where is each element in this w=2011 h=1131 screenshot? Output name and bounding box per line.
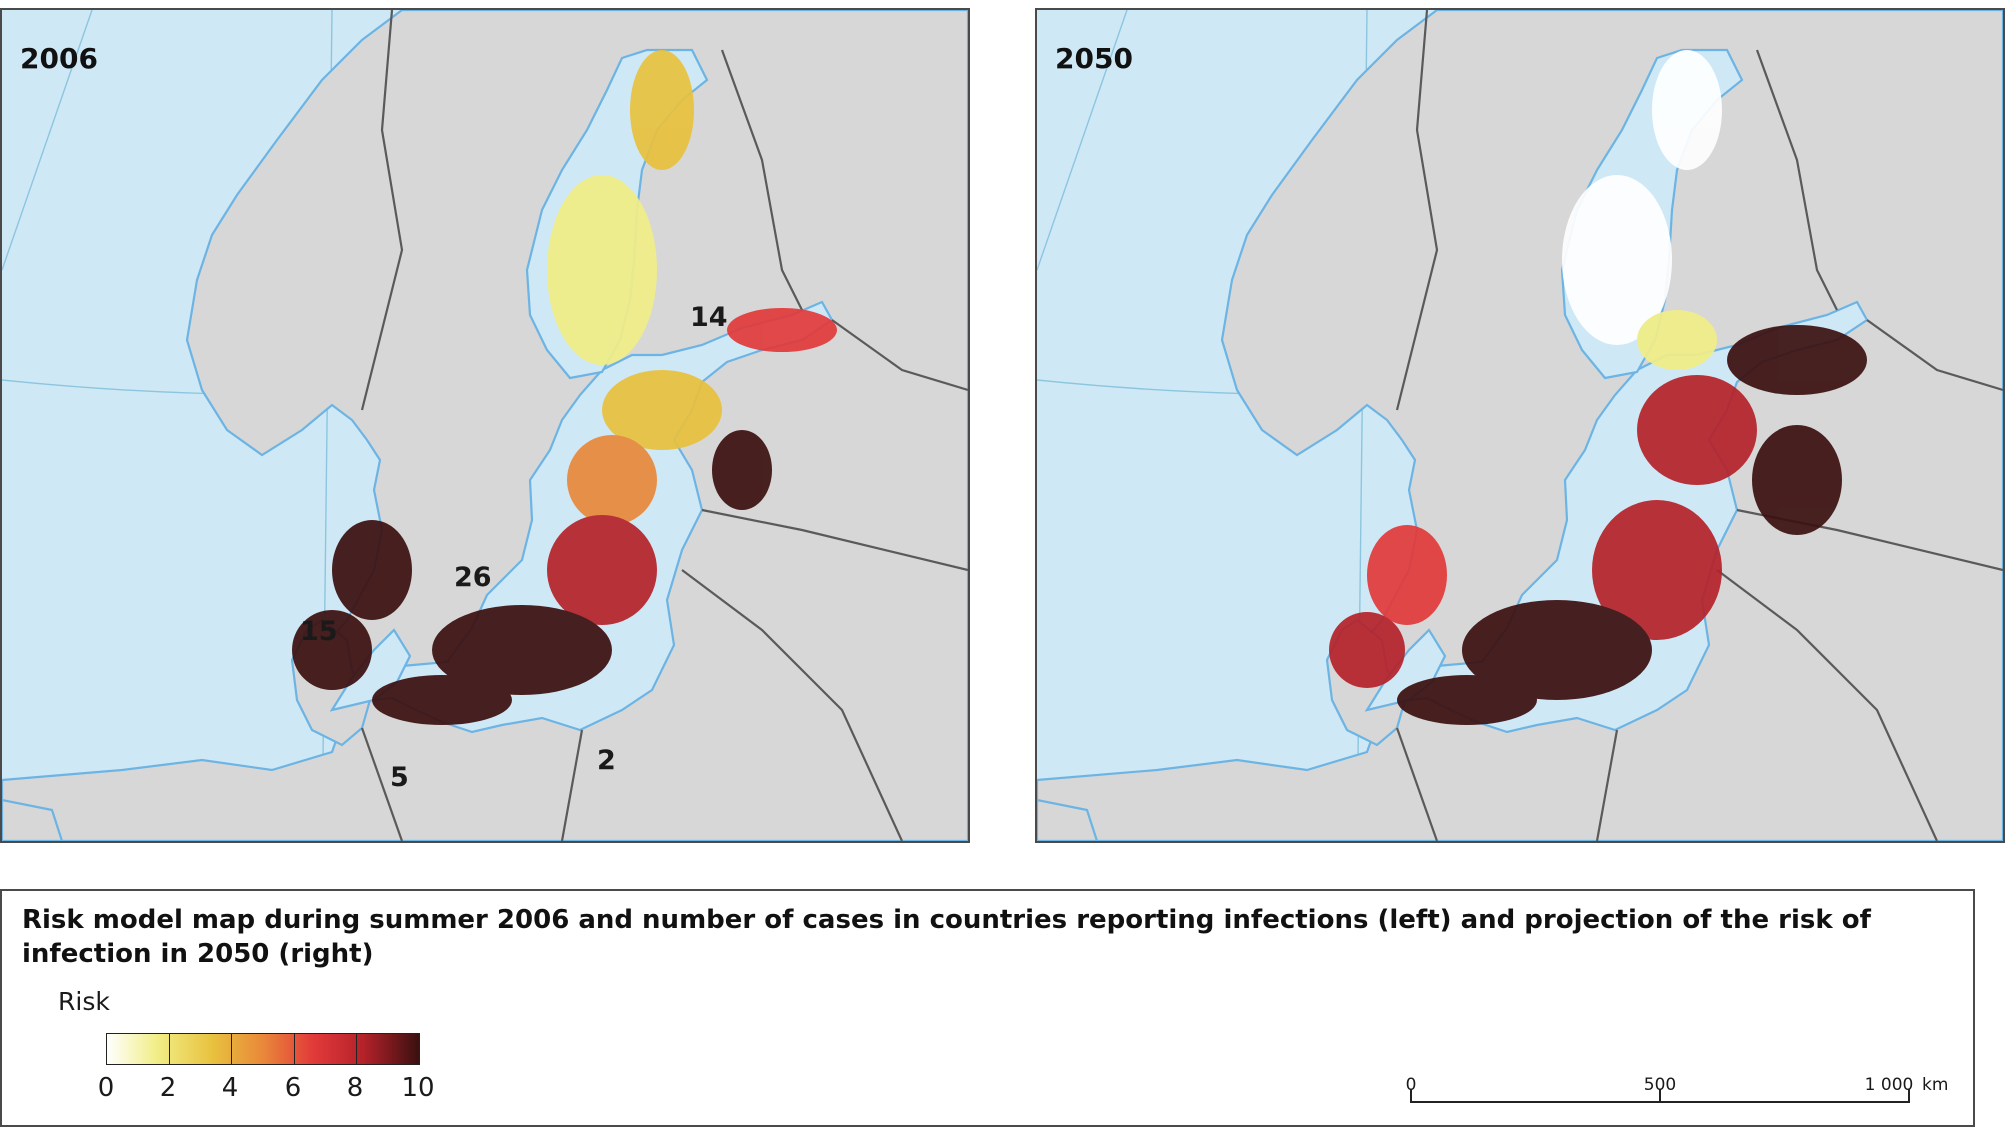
- country-border: [831, 319, 968, 392]
- colorbar-tick: 6: [284, 1073, 302, 1103]
- scale-bar-label: 500: [1643, 1075, 1677, 1095]
- legend-title: Risk model map during summer 2006 and nu…: [22, 905, 1871, 969]
- risk-cell: [1562, 175, 1672, 345]
- land-area: [1037, 10, 2003, 841]
- country-border: [681, 569, 904, 841]
- risk-cell: [1727, 325, 1867, 395]
- risk-cell: [1637, 310, 1717, 370]
- risk-cell: [630, 50, 694, 170]
- risk-cell: [547, 175, 657, 365]
- country-border: [360, 727, 404, 841]
- scale-bar-label: 1 000: [1864, 1075, 1914, 1095]
- risk-legend-label: Risk: [58, 987, 110, 1016]
- case-count-label: 2: [597, 745, 616, 776]
- case-count-label: 14: [690, 302, 728, 333]
- risk-cell: [1652, 50, 1722, 170]
- land-area: [2, 10, 968, 841]
- country-border: [1755, 49, 1838, 311]
- risk-cell: [292, 610, 372, 690]
- risk-cell: [567, 435, 657, 525]
- risk-overlay: [1329, 50, 1867, 725]
- scale-bar-label: 0: [1405, 1075, 1417, 1095]
- risk-cell: [547, 515, 657, 625]
- country-border: [560, 729, 584, 841]
- map-2050: 2050: [1035, 8, 2005, 843]
- country-border: [1716, 569, 1939, 841]
- map-2006: 2006 14 26 15 5 2: [0, 8, 970, 843]
- colorbar-divider: [294, 1034, 295, 1064]
- risk-cell: [332, 520, 412, 620]
- colorbar-divider: [169, 1034, 170, 1064]
- scale-bar-tick: [1410, 1089, 1412, 1103]
- scale-bar-unit: km: [1922, 1075, 1949, 1095]
- risk-overlay: [292, 50, 837, 725]
- map-year-label: 2050: [1055, 42, 1133, 75]
- country-border: [720, 49, 803, 311]
- colorbar-divider: [356, 1034, 357, 1064]
- country-borders: [360, 10, 968, 841]
- risk-cell: [602, 370, 722, 450]
- risk-cell: [727, 308, 837, 352]
- country-border: [1395, 727, 1439, 841]
- map-year-label: 2006: [20, 42, 98, 75]
- risk-cell: [1329, 612, 1405, 688]
- country-border: [1866, 319, 2003, 392]
- land-area: [1037, 798, 1099, 841]
- case-count-label: 15: [300, 616, 338, 647]
- risk-cell: [1397, 675, 1537, 725]
- graticule-line: [2, 10, 93, 271]
- colorbar-tick: 0: [97, 1073, 115, 1103]
- scale-bar-tick: [1659, 1089, 1661, 1103]
- scale-bar-tick: [1908, 1089, 1910, 1103]
- colorbar-tick: 2: [159, 1073, 177, 1103]
- map-2050-canvas: [1037, 10, 2003, 841]
- risk-cell: [372, 675, 512, 725]
- graticule-line: [1037, 10, 1128, 271]
- risk-cell: [1592, 500, 1722, 640]
- colorbar-tick: 8: [346, 1073, 364, 1103]
- country-borders: [1395, 10, 2003, 841]
- case-count-label: 5: [390, 762, 409, 793]
- legend-panel: Risk model map during summer 2006 and nu…: [0, 889, 1975, 1127]
- land-area: [2, 798, 64, 841]
- risk-colorbar: [106, 1033, 420, 1065]
- colorbar-tick: 10: [401, 1073, 435, 1103]
- map-2006-canvas: [2, 10, 968, 841]
- country-border: [1395, 10, 1439, 411]
- country-border: [360, 10, 404, 411]
- colorbar-tick: 4: [221, 1073, 239, 1103]
- country-border: [1595, 729, 1619, 841]
- colorbar-divider: [231, 1034, 232, 1064]
- risk-cell: [1752, 425, 1842, 535]
- risk-cell: [1367, 525, 1447, 625]
- risk-cell: [432, 605, 612, 695]
- risk-cell: [1637, 375, 1757, 485]
- case-count-label: 26: [454, 562, 492, 593]
- country-border: [701, 508, 968, 572]
- risk-cell: [1462, 600, 1652, 700]
- risk-cell: [712, 430, 772, 510]
